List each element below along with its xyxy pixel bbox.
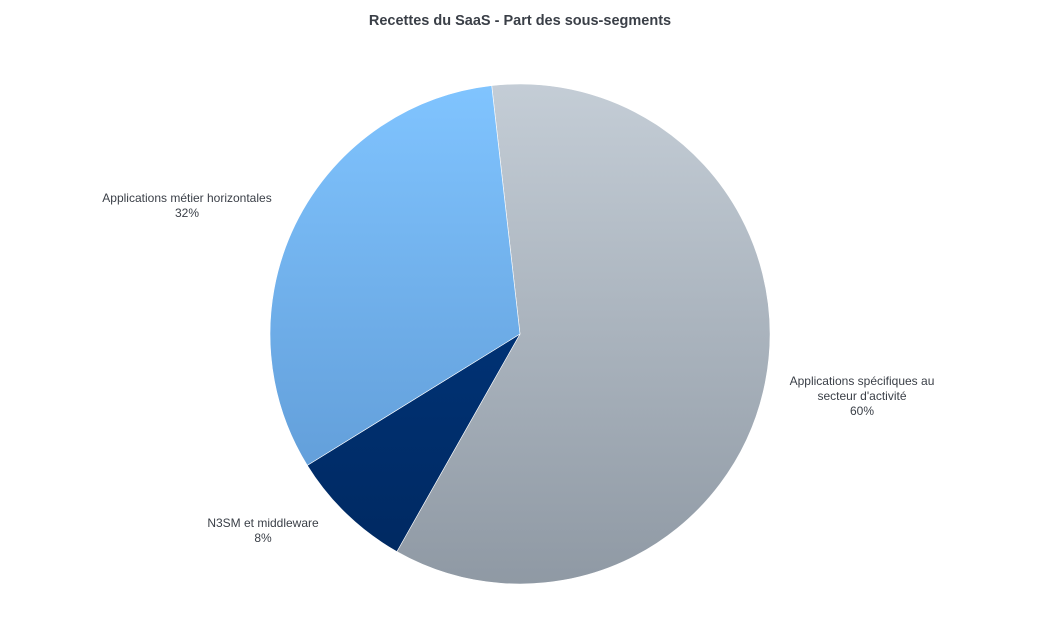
- pie-slice-secteur-activite: [396, 83, 771, 585]
- pie-slices: [269, 83, 771, 585]
- slice-label-n3sm-middleware: N3SM et middleware 8%: [207, 516, 319, 545]
- chart-title: Recettes du SaaS - Part des sous-segment…: [369, 13, 671, 29]
- slice-label-metier-horizontales: Applications métier horizontales 32%: [102, 191, 271, 220]
- slice-labels: Applications spécifiques au secteur d'act…: [102, 191, 934, 545]
- pie-slice-metier-horizontales: [269, 85, 521, 466]
- pie-slice-n3sm-middleware: [306, 333, 521, 552]
- slice-label-secteur-activite: Applications spécifiques au secteur d'act…: [790, 374, 935, 418]
